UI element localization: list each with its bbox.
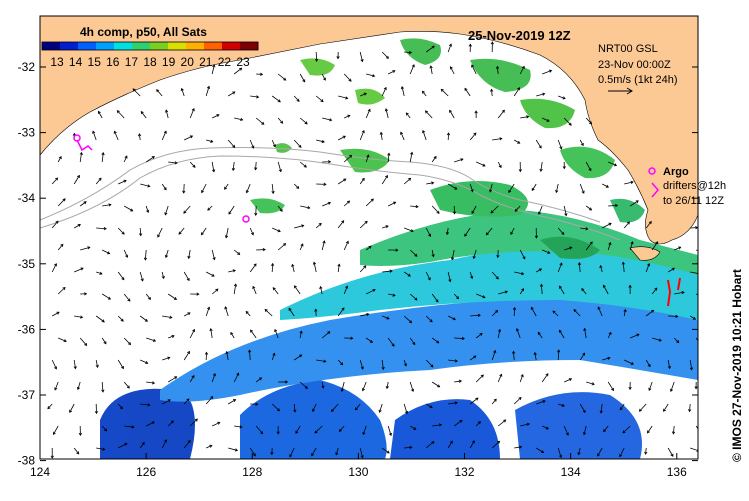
y-tick-label: -35 [18,257,36,271]
colorbar-segment [150,42,169,50]
info-line-3: 0.5m/s (1kt 24h) [598,74,677,86]
colorbar-segment [168,42,187,50]
colorbar-segment [186,42,205,50]
colorbar-tick: 17 [125,55,139,69]
x-tick-label: 132 [455,465,475,479]
colorbar-segment [240,42,259,50]
colorbar-segment [96,42,115,50]
colorbar-segment [78,42,97,50]
colorbar-tick: 13 [50,55,64,69]
current-arrowhead [701,295,703,297]
colorbar-tick: 20 [181,55,195,69]
colorbar-tick: 15 [88,55,102,69]
x-tick-label: 126 [136,465,156,479]
colorbar-tick: 14 [69,55,83,69]
legend-drifters-to: to 26/11 12Z [663,195,724,207]
info-line-1: NRT00 GSL [598,43,658,55]
colorbar-tick: 23 [236,55,250,69]
legend-argo: Argo [663,166,689,178]
colorbar-tick: 16 [106,55,120,69]
colorbar-segment [132,42,151,50]
colorbar-tick: 19 [162,55,176,69]
y-tick-label: -36 [18,322,36,336]
colorbar-segment [42,42,61,50]
y-tick-label: -37 [18,388,36,402]
colorbar-label: 4h comp, p50, All Sats [80,25,207,39]
colorbar-tick: 18 [143,55,157,69]
current-arrowhead [699,432,701,434]
colorbar-segment [222,42,241,50]
map-title: 25-Nov-2019 12Z [468,28,571,43]
y-tick-label: -32 [18,60,36,74]
y-tick-label: -34 [18,191,36,205]
info-line-2: 23-Nov 00:00Z [598,59,671,71]
colorbar-segment [114,42,133,50]
colorbar-segment [60,42,79,50]
y-tick-label: -33 [18,126,36,140]
x-tick-label: 130 [348,465,368,479]
current-arrowhead [699,344,701,346]
credit-label: © IMOS 27-Nov-2019 10:21 Hobart [730,269,744,462]
x-tick-label: 134 [561,465,581,479]
legend-drifters: drifters@12h [663,180,726,192]
y-tick-label: -38 [18,454,36,468]
x-tick-label: 136 [667,465,687,479]
colorbar-tick: 21 [199,55,213,69]
colorbar-segment [204,42,223,50]
current-arrowhead [702,251,704,253]
x-tick-label: 128 [242,465,262,479]
current-arrow [454,338,464,339]
colorbar-tick: 22 [218,55,232,69]
